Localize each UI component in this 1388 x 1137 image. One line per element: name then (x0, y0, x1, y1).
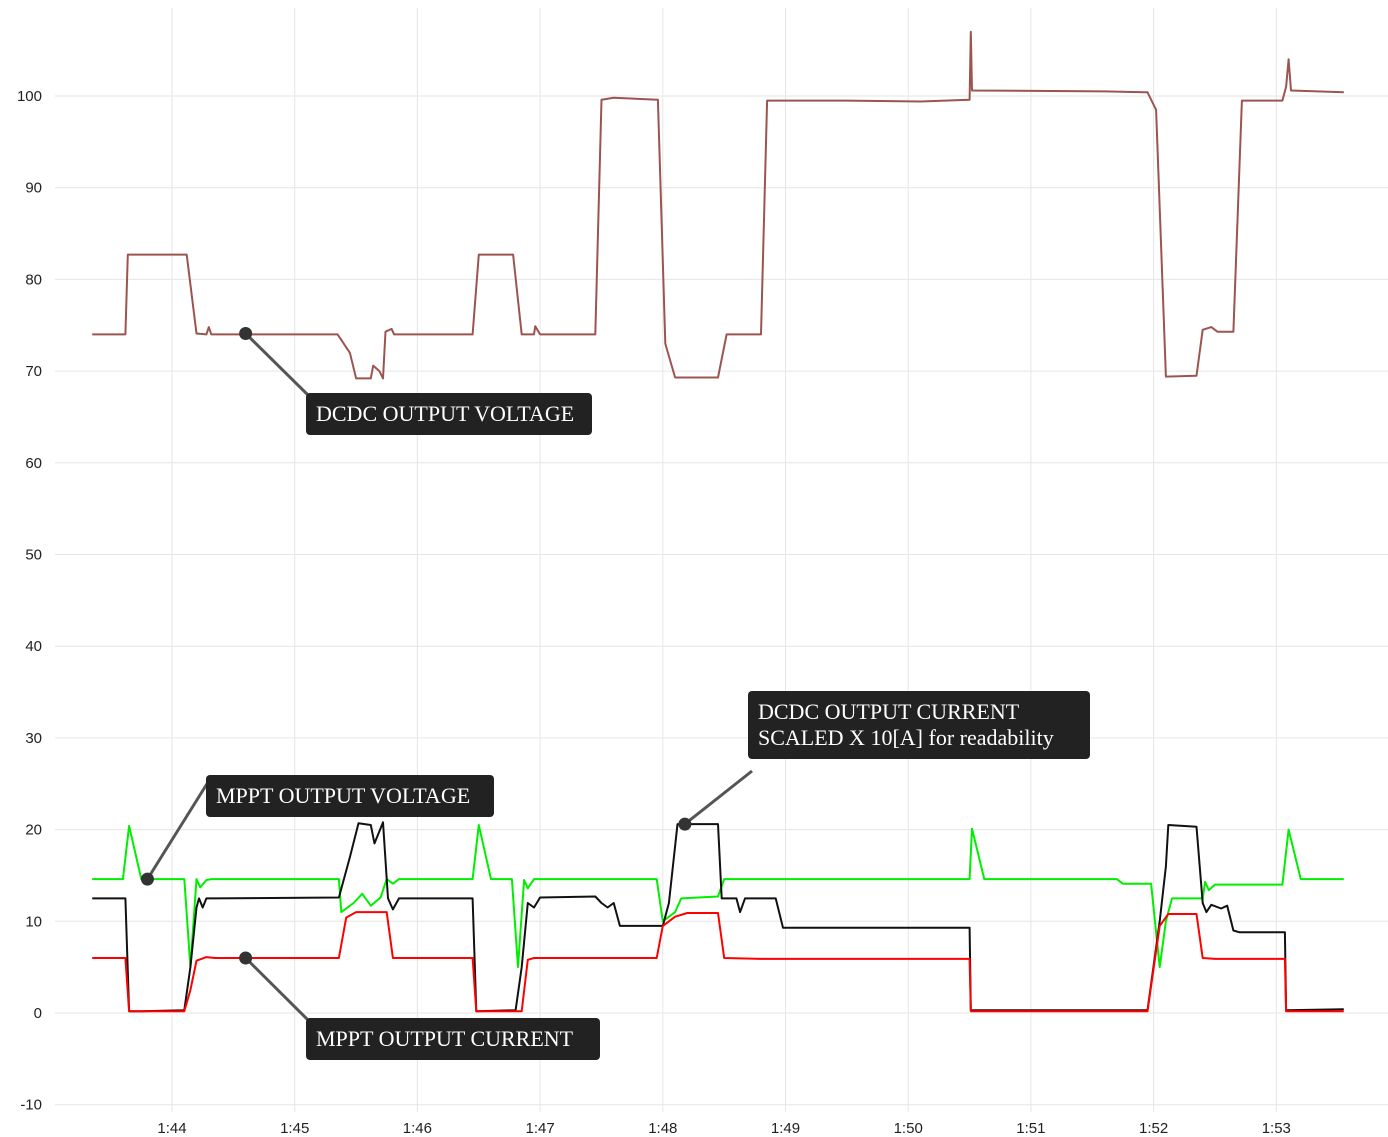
y-tick-label: 40 (25, 638, 42, 655)
x-tick-label: 1:45 (280, 1120, 309, 1137)
annotation-leader-line (146, 778, 212, 880)
x-tick-label: 1:47 (525, 1120, 554, 1137)
y-tick-label: 70 (25, 363, 42, 380)
series-lines (92, 30, 1344, 1013)
x-tick-label: 1:49 (771, 1120, 800, 1137)
x-tick-label: 1:46 (403, 1120, 432, 1137)
y-tick-label: 30 (25, 730, 42, 747)
y-tick-label: 90 (25, 180, 42, 197)
callout-dcdc-output-current: DCDC OUTPUT CURRENT SCALED X 10[A] for r… (748, 691, 1090, 759)
y-tick-label: 0 (34, 1005, 42, 1022)
y-tick-label: 10 (25, 913, 42, 930)
annotation-leader-line (683, 769, 753, 826)
x-tick-label: 1:51 (1016, 1120, 1045, 1137)
annotation-marker (678, 817, 692, 831)
x-tick-label: 1:53 (1262, 1120, 1291, 1137)
y-tick-label: 20 (25, 822, 42, 839)
callout-mppt-output-current: MPPT OUTPUT CURRENT (306, 1018, 600, 1060)
x-tick-label: 1:52 (1139, 1120, 1168, 1137)
annotation-leaders (140, 327, 753, 1024)
x-tick-label: 1:48 (648, 1120, 677, 1137)
y-tick-label: 60 (25, 455, 42, 472)
callout-mppt-output-voltage: MPPT OUTPUT VOLTAGE (206, 775, 494, 817)
series-line-mppt-output-current (92, 911, 1344, 1013)
series-line-dcdc-output-voltage (92, 30, 1344, 380)
x-axis-ticks: 1:44 1:45 1:46 1:47 1:48 1:49 1:50 1:51 1:52 1:53 (157, 1120, 1291, 1137)
annotation-marker (140, 872, 154, 886)
y-tick-label: 100 (17, 88, 42, 105)
y-tick-label: 80 (25, 271, 42, 288)
y-tick-label: 50 (25, 547, 42, 564)
y-tick-label: -10 (20, 1097, 42, 1114)
annotation-leader-line (244, 332, 312, 399)
y-axis-ticks: -10 0 10 20 30 40 50 60 70 80 90 100 (17, 88, 42, 1114)
grid (55, 8, 1388, 1112)
annotation-marker (239, 327, 253, 341)
series-line-dcdc-output-current-scaled-x-10-a-for-readability (92, 821, 1344, 1013)
series-line-mppt-output-voltage (92, 824, 1344, 969)
annotation-marker (239, 951, 253, 965)
annotation-leader-line (244, 956, 312, 1024)
callout-dcdc-output-voltage: DCDC OUTPUT VOLTAGE (306, 393, 592, 435)
x-tick-label: 1:50 (894, 1120, 923, 1137)
x-tick-label: 1:44 (157, 1120, 186, 1137)
